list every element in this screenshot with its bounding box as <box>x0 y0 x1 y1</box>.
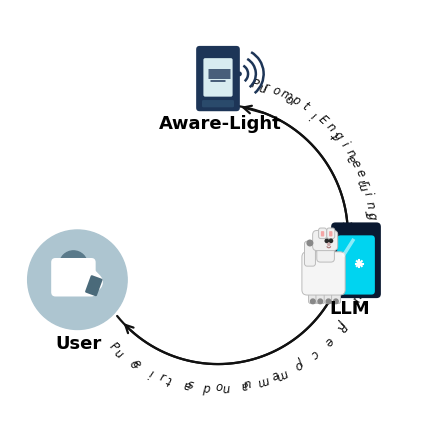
FancyBboxPatch shape <box>304 241 315 266</box>
Text: o: o <box>364 238 378 246</box>
FancyBboxPatch shape <box>85 275 102 296</box>
Text: r: r <box>358 179 371 188</box>
Text: P: P <box>250 77 260 91</box>
FancyBboxPatch shape <box>51 258 95 296</box>
Text: o: o <box>283 91 296 106</box>
Text: t: t <box>165 373 174 387</box>
FancyBboxPatch shape <box>309 287 317 303</box>
Text: e: e <box>321 334 335 349</box>
Text: g: g <box>365 211 378 220</box>
Text: m: m <box>278 87 294 104</box>
Text: r: r <box>157 371 167 385</box>
FancyBboxPatch shape <box>331 222 381 298</box>
Circle shape <box>329 239 333 243</box>
Text: i: i <box>361 191 374 197</box>
Text: e: e <box>353 168 368 179</box>
Circle shape <box>325 239 328 243</box>
Text: n: n <box>243 378 253 392</box>
FancyBboxPatch shape <box>331 287 341 303</box>
Circle shape <box>27 230 127 329</box>
Text: n: n <box>350 292 365 304</box>
Text: n: n <box>343 147 358 160</box>
Text: e: e <box>130 357 143 372</box>
Text: E: E <box>315 113 330 127</box>
Text: R: R <box>333 319 348 334</box>
Circle shape <box>318 299 323 304</box>
Text: s: s <box>186 378 194 392</box>
Circle shape <box>327 243 330 246</box>
Circle shape <box>307 240 313 246</box>
FancyBboxPatch shape <box>329 231 333 237</box>
Text: a: a <box>183 378 193 392</box>
FancyBboxPatch shape <box>313 230 338 250</box>
Text: t: t <box>328 128 341 141</box>
Text: l: l <box>296 357 307 370</box>
FancyBboxPatch shape <box>302 252 345 295</box>
Text: c: c <box>307 347 320 361</box>
Text: n: n <box>323 121 337 135</box>
Text: n: n <box>257 80 269 95</box>
FancyBboxPatch shape <box>196 46 240 111</box>
Text: r: r <box>363 210 377 217</box>
Text: p: p <box>290 93 303 108</box>
Text: r: r <box>262 80 270 94</box>
Text: n: n <box>112 345 126 359</box>
Text: o: o <box>215 381 223 395</box>
FancyBboxPatch shape <box>316 287 325 303</box>
Circle shape <box>326 299 331 304</box>
Circle shape <box>334 299 338 304</box>
Circle shape <box>238 72 241 76</box>
Text: m: m <box>256 373 271 389</box>
Text: m: m <box>273 366 290 382</box>
Text: g: g <box>330 129 345 143</box>
Text: f: f <box>361 267 374 274</box>
Text: n: n <box>222 381 230 395</box>
FancyBboxPatch shape <box>321 231 324 237</box>
Text: Aware-Light: Aware-Light <box>159 115 282 133</box>
FancyBboxPatch shape <box>337 235 375 295</box>
Text: a: a <box>240 378 249 392</box>
Circle shape <box>355 230 357 232</box>
Text: i: i <box>147 366 156 379</box>
FancyBboxPatch shape <box>327 228 335 239</box>
FancyBboxPatch shape <box>202 100 234 107</box>
FancyBboxPatch shape <box>319 228 327 239</box>
Text: n: n <box>363 200 377 210</box>
Text: t: t <box>300 100 311 113</box>
Text: I: I <box>337 318 350 329</box>
FancyBboxPatch shape <box>324 287 333 303</box>
Text: a: a <box>344 152 359 165</box>
Text: i: i <box>309 108 319 121</box>
Text: e: e <box>348 157 363 170</box>
Text: a: a <box>270 369 282 384</box>
FancyBboxPatch shape <box>204 58 232 97</box>
Text: P: P <box>106 339 120 354</box>
Text: d: d <box>202 381 211 394</box>
FancyBboxPatch shape <box>317 240 334 262</box>
Circle shape <box>59 251 87 279</box>
Text: i: i <box>338 139 351 150</box>
Text: o: o <box>270 83 282 98</box>
Text: User: User <box>55 335 102 353</box>
Circle shape <box>310 299 315 304</box>
Text: m: m <box>355 178 371 192</box>
Text: LLM: LLM <box>330 300 370 318</box>
Text: o: o <box>292 358 305 373</box>
Text: o: o <box>128 356 141 371</box>
